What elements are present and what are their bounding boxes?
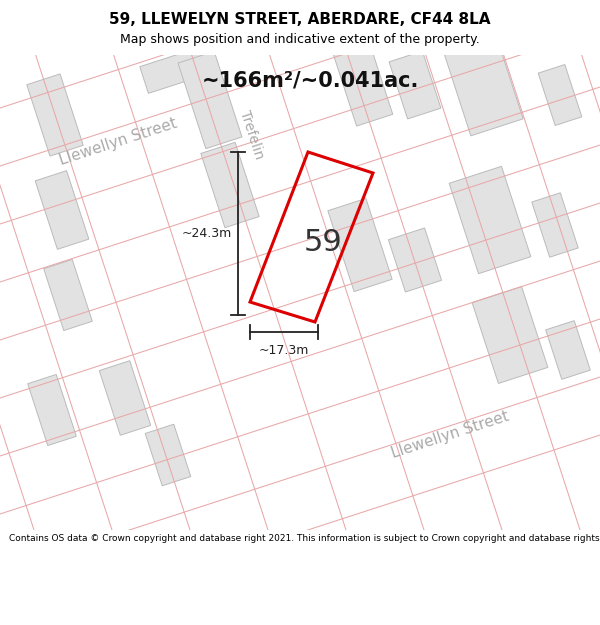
- Polygon shape: [35, 171, 89, 249]
- Polygon shape: [201, 142, 259, 228]
- Text: Trefelin: Trefelin: [238, 109, 266, 161]
- Polygon shape: [472, 286, 548, 384]
- Polygon shape: [145, 424, 191, 486]
- Polygon shape: [178, 51, 242, 149]
- Polygon shape: [328, 198, 392, 292]
- Polygon shape: [388, 228, 442, 292]
- Text: ~24.3m: ~24.3m: [182, 227, 232, 240]
- Polygon shape: [389, 51, 441, 119]
- Text: Contains OS data © Crown copyright and database right 2021. This information is : Contains OS data © Crown copyright and d…: [9, 534, 600, 542]
- Polygon shape: [0, 23, 600, 222]
- Text: Map shows position and indicative extent of the property.: Map shows position and indicative extent…: [120, 34, 480, 46]
- Polygon shape: [545, 321, 590, 379]
- Polygon shape: [28, 374, 76, 446]
- Polygon shape: [437, 14, 523, 136]
- Polygon shape: [99, 361, 151, 435]
- Polygon shape: [196, 51, 334, 544]
- Polygon shape: [27, 74, 83, 156]
- Polygon shape: [0, 51, 89, 544]
- Polygon shape: [327, 24, 393, 126]
- Text: ~166m²/~0.041ac.: ~166m²/~0.041ac.: [202, 70, 419, 90]
- Polygon shape: [0, 353, 600, 552]
- Polygon shape: [140, 47, 210, 93]
- Text: 59: 59: [304, 228, 343, 257]
- Text: ~17.3m: ~17.3m: [259, 344, 309, 357]
- Polygon shape: [449, 166, 531, 274]
- Text: Llewellyn Street: Llewellyn Street: [389, 409, 511, 461]
- Polygon shape: [538, 64, 582, 126]
- Polygon shape: [44, 259, 92, 331]
- Polygon shape: [532, 192, 578, 258]
- Text: Llewellyn Street: Llewellyn Street: [57, 116, 179, 168]
- Text: 59, LLEWELYN STREET, ABERDARE, CF44 8LA: 59, LLEWELYN STREET, ABERDARE, CF44 8LA: [109, 12, 491, 28]
